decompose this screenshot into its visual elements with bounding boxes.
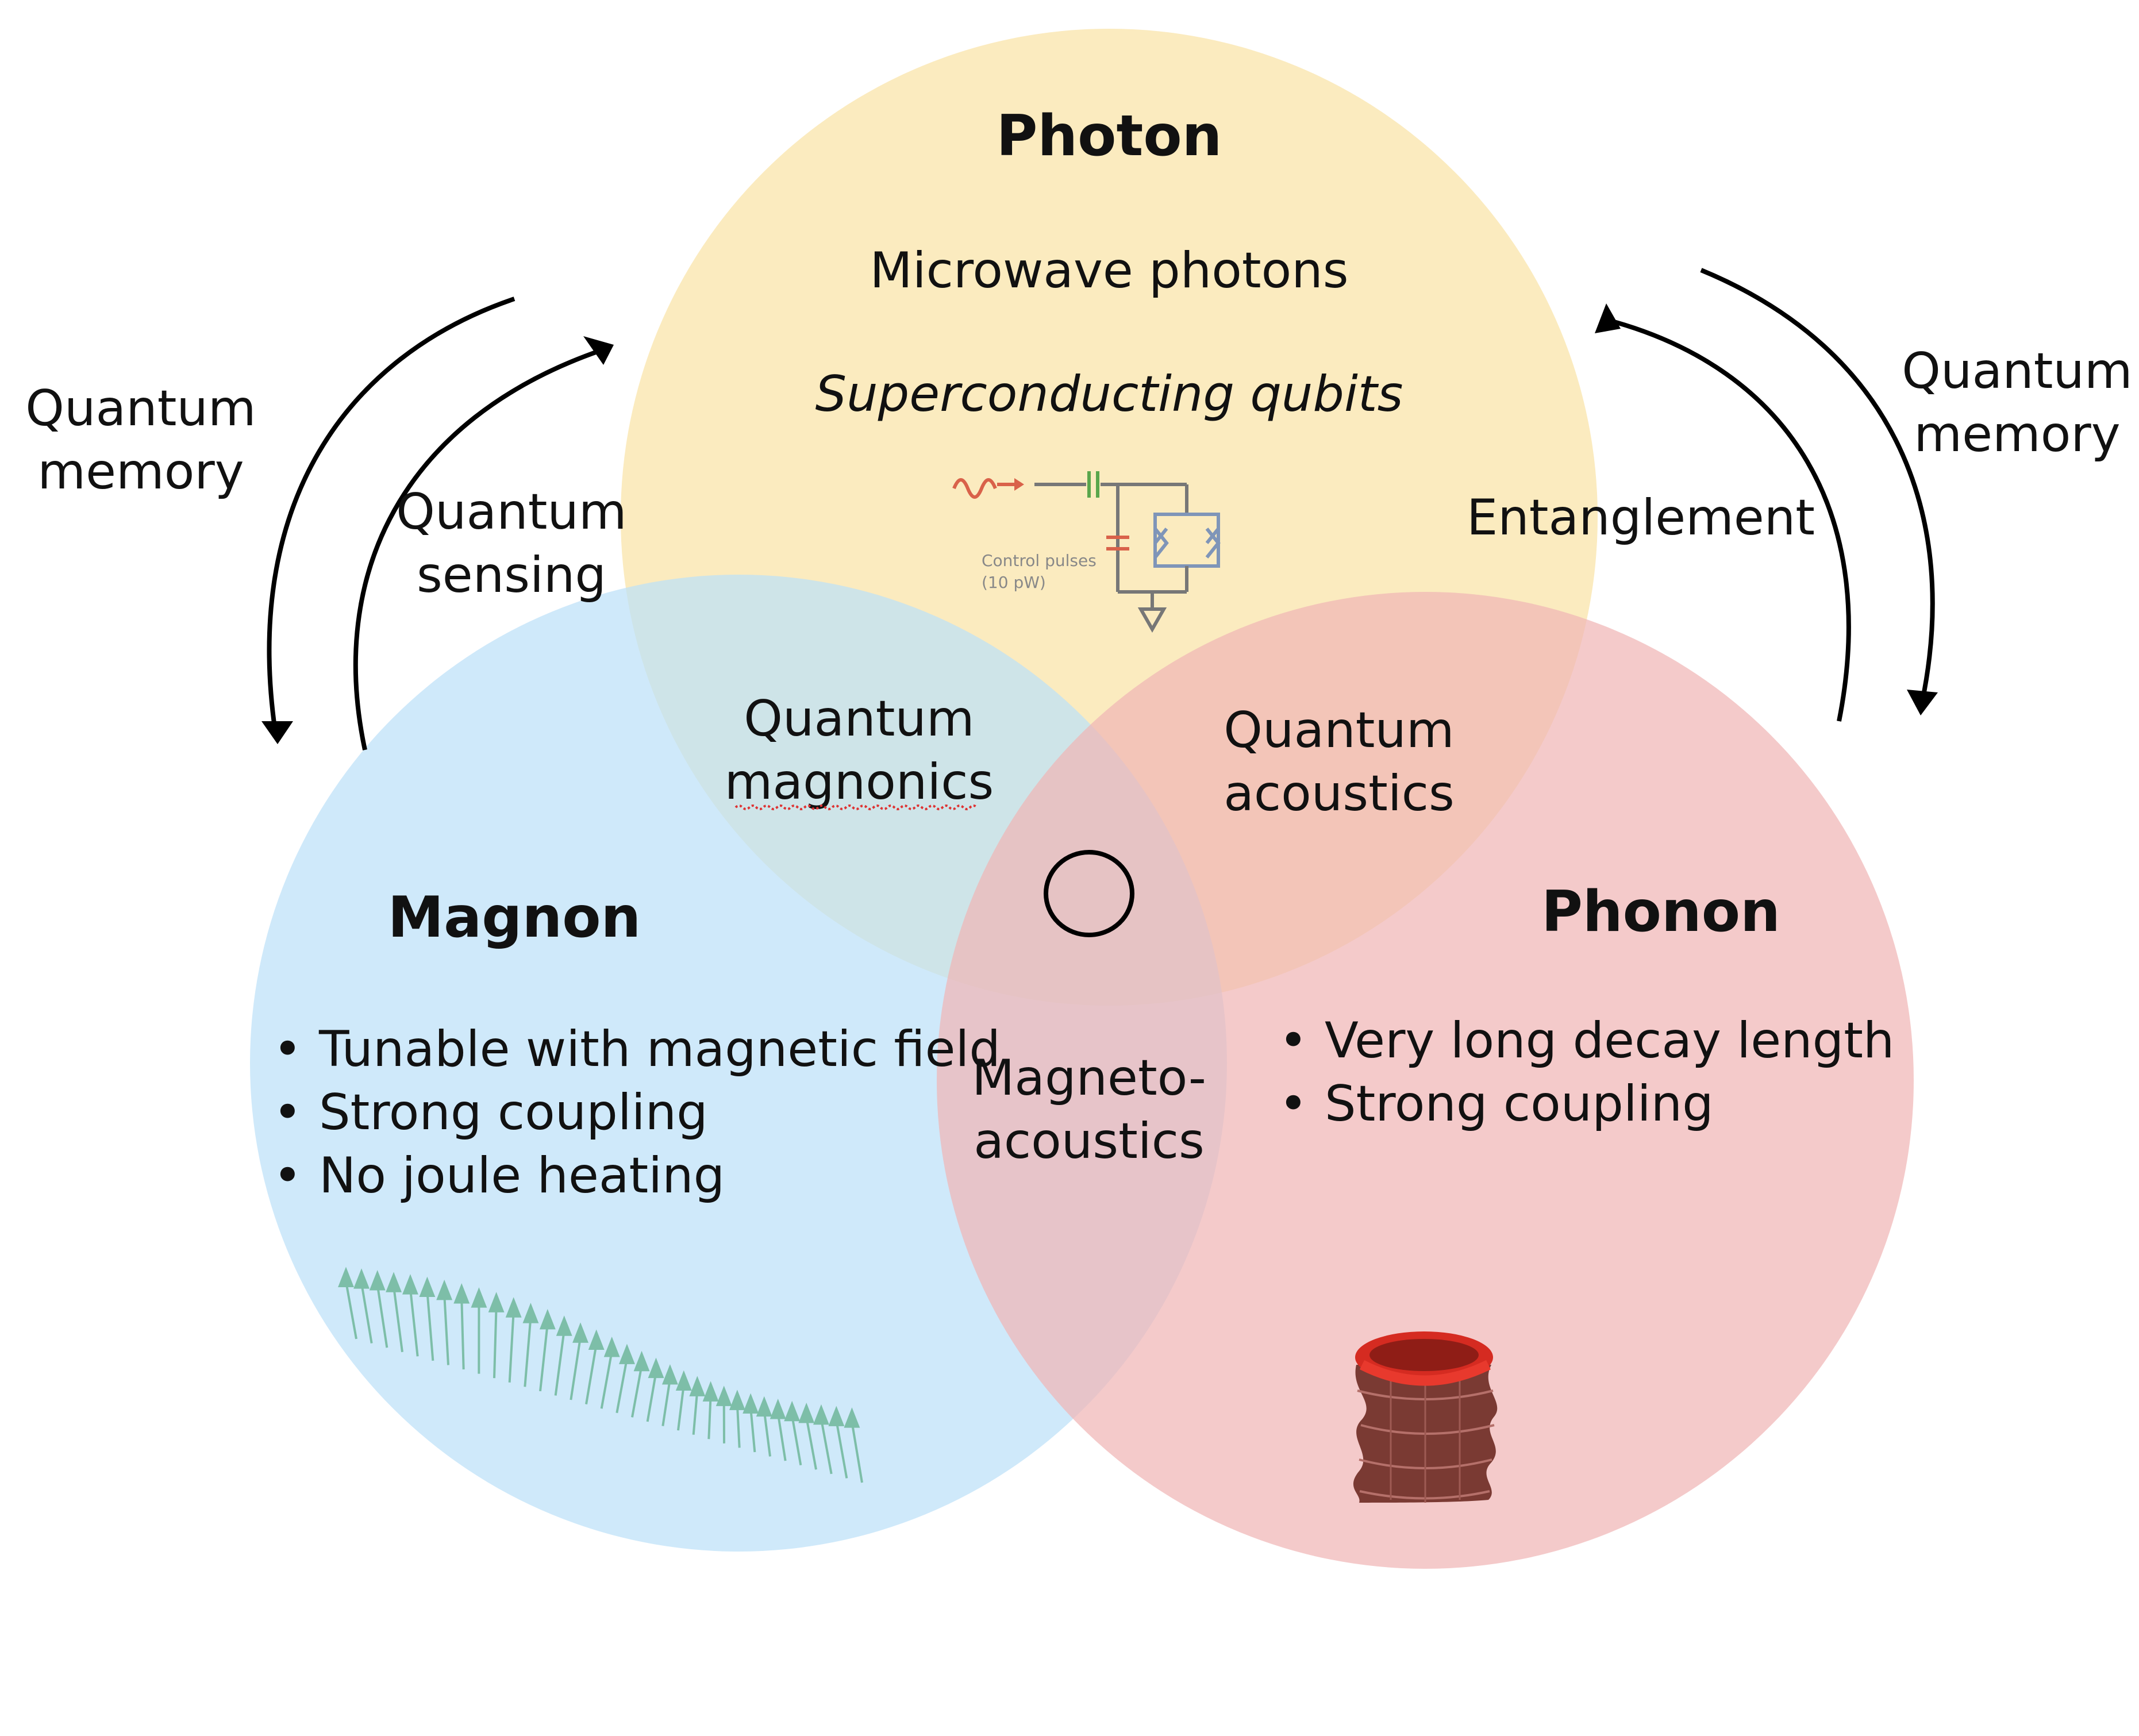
- bullet-marker: •: [273, 1147, 302, 1204]
- bullet-marker: •: [273, 1021, 302, 1078]
- phonon-bullet-1: Very long decay length: [1325, 1012, 1894, 1069]
- quantum-sensing-line-2: sensing: [417, 546, 606, 604]
- magnon-bullet-2: Strong coupling: [319, 1084, 708, 1141]
- photon-line-2: Superconducting qubits: [815, 365, 1403, 423]
- quantum-acoustics-line-2: acoustics: [1224, 765, 1455, 822]
- magnon-bullet-1: Tunable with magnetic field: [318, 1021, 1001, 1078]
- photon-line-1: Microwave photons: [870, 242, 1349, 299]
- magneto-acoustics-line-1: Magneto-: [972, 1049, 1206, 1107]
- phonon-bullet-2: Strong coupling: [1325, 1075, 1714, 1133]
- magnon-title: Magnon: [388, 885, 641, 950]
- arrow-head-down-right: [1907, 690, 1938, 715]
- quantum-memory-right-line-2: memory: [1914, 406, 2120, 463]
- quantum-sensing-line-1: Quantum: [396, 483, 626, 541]
- magneto-acoustics-line-2: acoustics: [974, 1113, 1205, 1170]
- bullet-marker: •: [1279, 1012, 1308, 1069]
- circuit-caption-2: (10 pW): [982, 573, 1046, 592]
- arrow-head-up-left: [583, 336, 614, 365]
- phonon-title: Phonon: [1541, 879, 1780, 945]
- bullet-marker: •: [1279, 1075, 1308, 1133]
- mechanical-resonator-icon: [1353, 1331, 1497, 1503]
- quantum-memory-right-line-1: Quantum: [1902, 342, 2132, 400]
- quantum-memory-right-arrow: [1701, 270, 1933, 701]
- quantum-acoustics-line-1: Quantum: [1224, 702, 1454, 759]
- bullet-marker: •: [273, 1084, 302, 1141]
- circuit-caption-1: Control pulses: [982, 551, 1097, 570]
- quantum-memory-left-line-2: memory: [37, 443, 244, 501]
- quantum-memory-left-line-1: Quantum: [25, 380, 256, 437]
- entanglement-label: Entanglement: [1467, 489, 1815, 546]
- arrow-head-up-right: [1595, 303, 1621, 333]
- quantum-magnonics-line-2: magnonics: [725, 753, 994, 811]
- photon-title: Photon: [997, 103, 1222, 169]
- magnon-bullet-3: No joule heating: [319, 1147, 725, 1204]
- arrow-head-down-left: [261, 721, 293, 744]
- quantum-magnonics-line-1: Quantum: [744, 690, 974, 748]
